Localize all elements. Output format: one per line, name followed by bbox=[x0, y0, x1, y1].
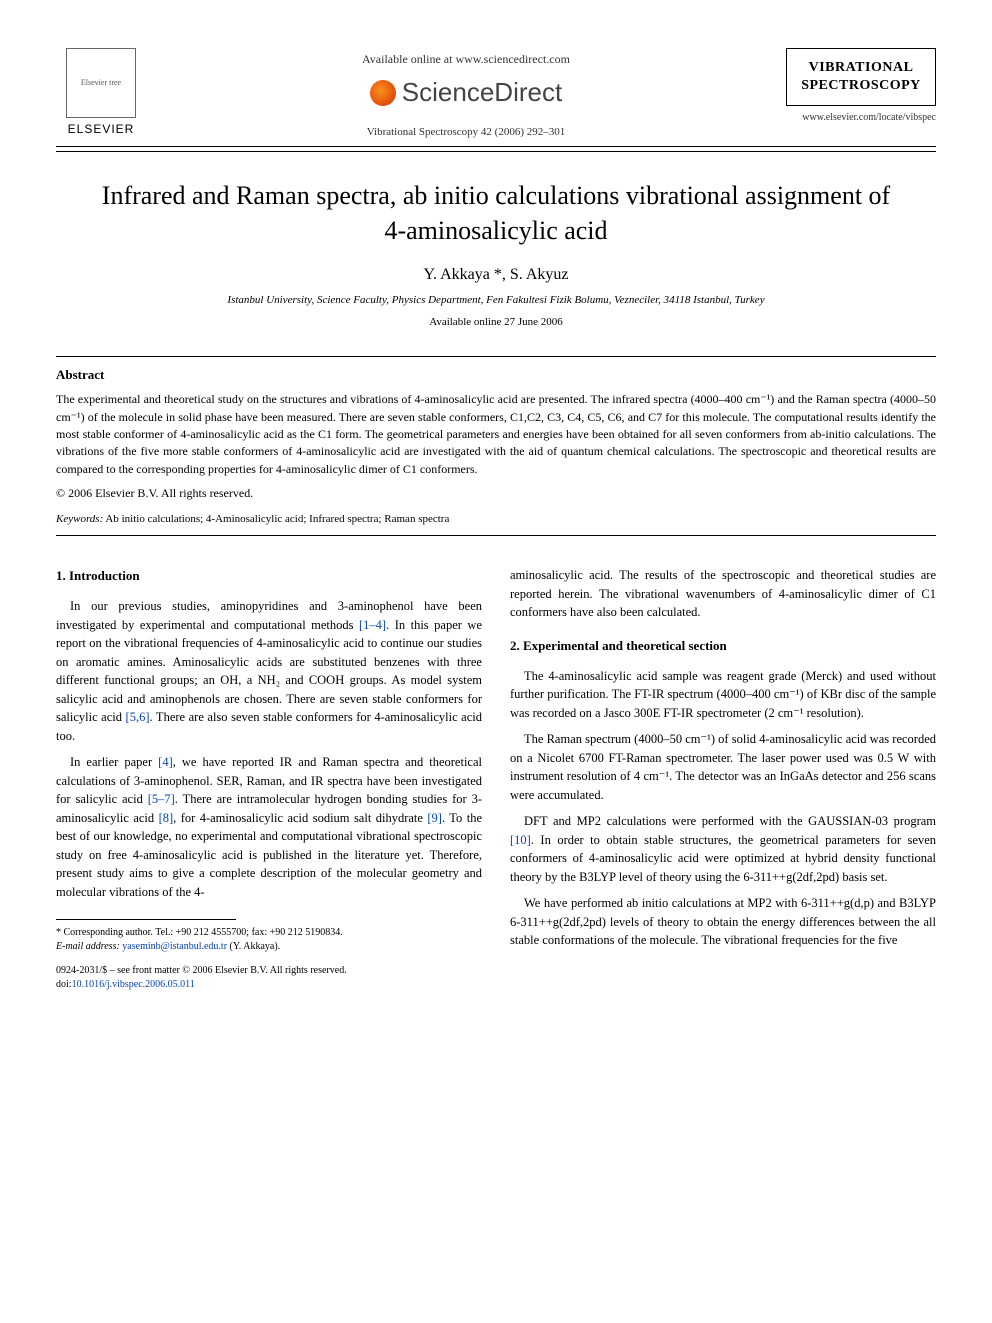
page-header: Elsevier tree ELSEVIER Available online … bbox=[56, 48, 936, 138]
section-1-heading: 1. Introduction bbox=[56, 566, 482, 585]
issn-doi-block: 0924-2031/$ – see front matter © 2006 El… bbox=[56, 964, 482, 992]
journal-title-line2: SPECTROSCOPY bbox=[793, 77, 929, 95]
text-span: . In this paper we report on the vibrati… bbox=[56, 618, 482, 725]
ref-link-10[interactable]: [10] bbox=[510, 833, 531, 847]
authors-line: Y. Akkaya *, S. Akyuz bbox=[56, 266, 936, 284]
keywords-text: Ab initio calculations; 4-Aminosalicylic… bbox=[103, 513, 449, 525]
center-header: Available online at www.sciencedirect.co… bbox=[146, 48, 786, 138]
keywords-line: Keywords: Ab initio calculations; 4-Amin… bbox=[56, 513, 936, 525]
left-column: 1. Introduction In our previous studies,… bbox=[56, 566, 482, 992]
sciencedirect-logo: ScienceDirect bbox=[370, 77, 562, 108]
available-online-date: Available online 27 June 2006 bbox=[56, 316, 936, 328]
abstract-heading: Abstract bbox=[56, 367, 936, 383]
ref-link-1-4[interactable]: [1–4] bbox=[359, 618, 386, 632]
elsevier-tree-icon: Elsevier tree bbox=[66, 48, 136, 118]
journal-box-wrapper: VIBRATIONAL SPECTROSCOPY www.elsevier.co… bbox=[786, 48, 936, 123]
text-span: DFT and MP2 calculations were performed … bbox=[524, 814, 936, 828]
rule-abstract-top bbox=[56, 356, 936, 357]
exp-para-4: We have performed ab initio calculations… bbox=[510, 894, 936, 950]
journal-title-line1: VIBRATIONAL bbox=[793, 59, 929, 77]
ref-link-5-7[interactable]: [5–7] bbox=[148, 792, 175, 806]
ref-link-4[interactable]: [4] bbox=[158, 755, 173, 769]
body-columns: 1. Introduction In our previous studies,… bbox=[56, 566, 936, 992]
keywords-label: Keywords: bbox=[56, 513, 103, 525]
publisher-block: Elsevier tree ELSEVIER bbox=[56, 48, 146, 136]
available-online-text: Available online at www.sciencedirect.co… bbox=[146, 52, 786, 67]
rule-abstract-bottom bbox=[56, 535, 936, 536]
ref-link-9[interactable]: [9] bbox=[427, 811, 442, 825]
doi-link[interactable]: 10.1016/j.vibspec.2006.05.011 bbox=[72, 979, 195, 990]
sciencedirect-swirl-icon bbox=[370, 80, 396, 106]
exp-para-2: The Raman spectrum (4000–50 cm⁻¹) of sol… bbox=[510, 730, 936, 804]
email-footnote: E-mail address: yaseminb@istanbul.edu.tr… bbox=[56, 940, 482, 954]
text-span: , for 4-aminosalicylic acid sodium salt … bbox=[173, 811, 427, 825]
issn-line: 0924-2031/$ – see front matter © 2006 El… bbox=[56, 964, 482, 978]
intro-para-1: In our previous studies, aminopyridines … bbox=[56, 597, 482, 745]
doi-label: doi: bbox=[56, 979, 72, 990]
affiliation: Istanbul University, Science Faculty, Ph… bbox=[56, 294, 936, 306]
footnote-rule bbox=[56, 919, 236, 920]
exp-para-3: DFT and MP2 calculations were performed … bbox=[510, 812, 936, 886]
rule-top bbox=[56, 146, 936, 147]
right-column: aminosalicylic acid. The results of the … bbox=[510, 566, 936, 992]
section-2-heading: 2. Experimental and theoretical section bbox=[510, 636, 936, 655]
journal-url: www.elsevier.com/locate/vibspec bbox=[786, 112, 936, 123]
copyright-line: © 2006 Elsevier B.V. All rights reserved… bbox=[56, 486, 936, 501]
intro-para-2: In earlier paper [4], we have reported I… bbox=[56, 753, 482, 901]
journal-cover-box: VIBRATIONAL SPECTROSCOPY bbox=[786, 48, 936, 106]
ref-link-8[interactable]: [8] bbox=[159, 811, 174, 825]
email-label: E-mail address: bbox=[56, 941, 120, 952]
corresponding-author-footnote: * Corresponding author. Tel.: +90 212 45… bbox=[56, 926, 482, 940]
intro-para-2-continued: aminosalicylic acid. The results of the … bbox=[510, 566, 936, 622]
publisher-label: ELSEVIER bbox=[68, 122, 135, 136]
rule-thin bbox=[56, 151, 936, 152]
doi-line: doi:10.1016/j.vibspec.2006.05.011 bbox=[56, 978, 482, 992]
text-span: . In order to obtain stable structures, … bbox=[510, 833, 936, 884]
journal-reference: Vibrational Spectroscopy 42 (2006) 292–3… bbox=[146, 126, 786, 138]
text-span: In earlier paper bbox=[70, 755, 158, 769]
email-link[interactable]: yaseminb@istanbul.edu.tr bbox=[120, 941, 227, 952]
exp-para-1: The 4-aminosalicylic acid sample was rea… bbox=[510, 667, 936, 723]
ref-link-5-6[interactable]: [5,6] bbox=[126, 710, 150, 724]
email-tail: (Y. Akkaya). bbox=[227, 941, 280, 952]
sciencedirect-text: ScienceDirect bbox=[402, 77, 562, 108]
abstract-body: The experimental and theoretical study o… bbox=[56, 391, 936, 478]
paper-title: Infrared and Raman spectra, ab initio ca… bbox=[96, 178, 896, 248]
